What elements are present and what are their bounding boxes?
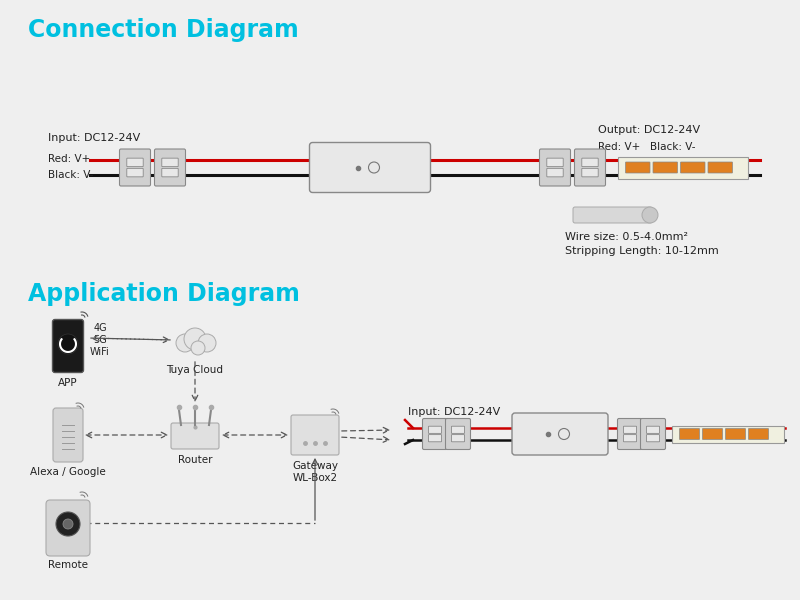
FancyBboxPatch shape — [162, 158, 178, 167]
Text: Tuya Cloud: Tuya Cloud — [166, 365, 223, 375]
Circle shape — [191, 341, 205, 355]
Text: 4G
5G
WiFi: 4G 5G WiFi — [90, 323, 110, 356]
Text: Application Diagram: Application Diagram — [28, 282, 300, 306]
FancyBboxPatch shape — [451, 434, 465, 442]
FancyBboxPatch shape — [646, 434, 659, 442]
FancyBboxPatch shape — [119, 149, 150, 186]
FancyBboxPatch shape — [641, 419, 666, 449]
FancyBboxPatch shape — [547, 169, 563, 177]
FancyBboxPatch shape — [618, 157, 748, 179]
FancyBboxPatch shape — [126, 169, 143, 177]
FancyBboxPatch shape — [429, 434, 442, 442]
FancyBboxPatch shape — [573, 207, 652, 223]
Circle shape — [176, 334, 194, 352]
FancyBboxPatch shape — [162, 169, 178, 177]
FancyBboxPatch shape — [653, 162, 678, 173]
Circle shape — [642, 207, 658, 223]
Text: Remote: Remote — [48, 560, 88, 570]
Text: Red: V+: Red: V+ — [48, 154, 90, 164]
Circle shape — [184, 328, 206, 350]
FancyBboxPatch shape — [547, 158, 563, 167]
FancyBboxPatch shape — [582, 169, 598, 177]
FancyBboxPatch shape — [451, 426, 465, 433]
Circle shape — [198, 334, 216, 352]
FancyBboxPatch shape — [726, 428, 746, 439]
Text: Gateway
WL-Box2: Gateway WL-Box2 — [292, 461, 338, 482]
Text: Output: DC12-24V: Output: DC12-24V — [598, 125, 700, 135]
FancyBboxPatch shape — [154, 149, 186, 186]
Text: Alexa / Google: Alexa / Google — [30, 467, 106, 477]
FancyBboxPatch shape — [679, 428, 699, 439]
Text: Router: Router — [178, 455, 212, 465]
FancyBboxPatch shape — [512, 413, 608, 455]
FancyBboxPatch shape — [708, 162, 733, 173]
FancyBboxPatch shape — [623, 434, 637, 442]
Text: Stripping Length: 10-12mm: Stripping Length: 10-12mm — [565, 246, 718, 256]
Circle shape — [56, 512, 80, 536]
FancyBboxPatch shape — [623, 426, 637, 433]
FancyBboxPatch shape — [310, 142, 430, 193]
FancyBboxPatch shape — [422, 419, 447, 449]
Text: APP: APP — [58, 378, 78, 388]
FancyBboxPatch shape — [53, 319, 83, 373]
FancyBboxPatch shape — [291, 415, 339, 455]
FancyBboxPatch shape — [681, 162, 705, 173]
FancyBboxPatch shape — [539, 149, 570, 186]
FancyBboxPatch shape — [702, 428, 722, 439]
Text: Wire size: 0.5-4.0mm²: Wire size: 0.5-4.0mm² — [565, 232, 688, 242]
FancyBboxPatch shape — [53, 408, 83, 462]
Circle shape — [63, 519, 73, 529]
FancyBboxPatch shape — [582, 158, 598, 167]
Text: Input: DC12-24V: Input: DC12-24V — [408, 407, 500, 417]
Text: Connection Diagram: Connection Diagram — [28, 18, 298, 42]
Text: Input: DC12-24V: Input: DC12-24V — [48, 133, 140, 143]
FancyBboxPatch shape — [749, 428, 769, 439]
FancyBboxPatch shape — [126, 158, 143, 167]
Circle shape — [369, 162, 379, 173]
FancyBboxPatch shape — [46, 500, 90, 556]
FancyBboxPatch shape — [574, 149, 606, 186]
Text: Black: V-: Black: V- — [48, 170, 94, 180]
Circle shape — [558, 428, 570, 439]
Circle shape — [58, 334, 78, 354]
FancyBboxPatch shape — [672, 425, 784, 443]
FancyBboxPatch shape — [646, 426, 659, 433]
FancyBboxPatch shape — [446, 419, 470, 449]
FancyBboxPatch shape — [618, 419, 642, 449]
FancyBboxPatch shape — [626, 162, 650, 173]
FancyBboxPatch shape — [171, 423, 219, 449]
Text: Red: V+   Black: V-: Red: V+ Black: V- — [598, 142, 695, 152]
FancyBboxPatch shape — [429, 426, 442, 433]
